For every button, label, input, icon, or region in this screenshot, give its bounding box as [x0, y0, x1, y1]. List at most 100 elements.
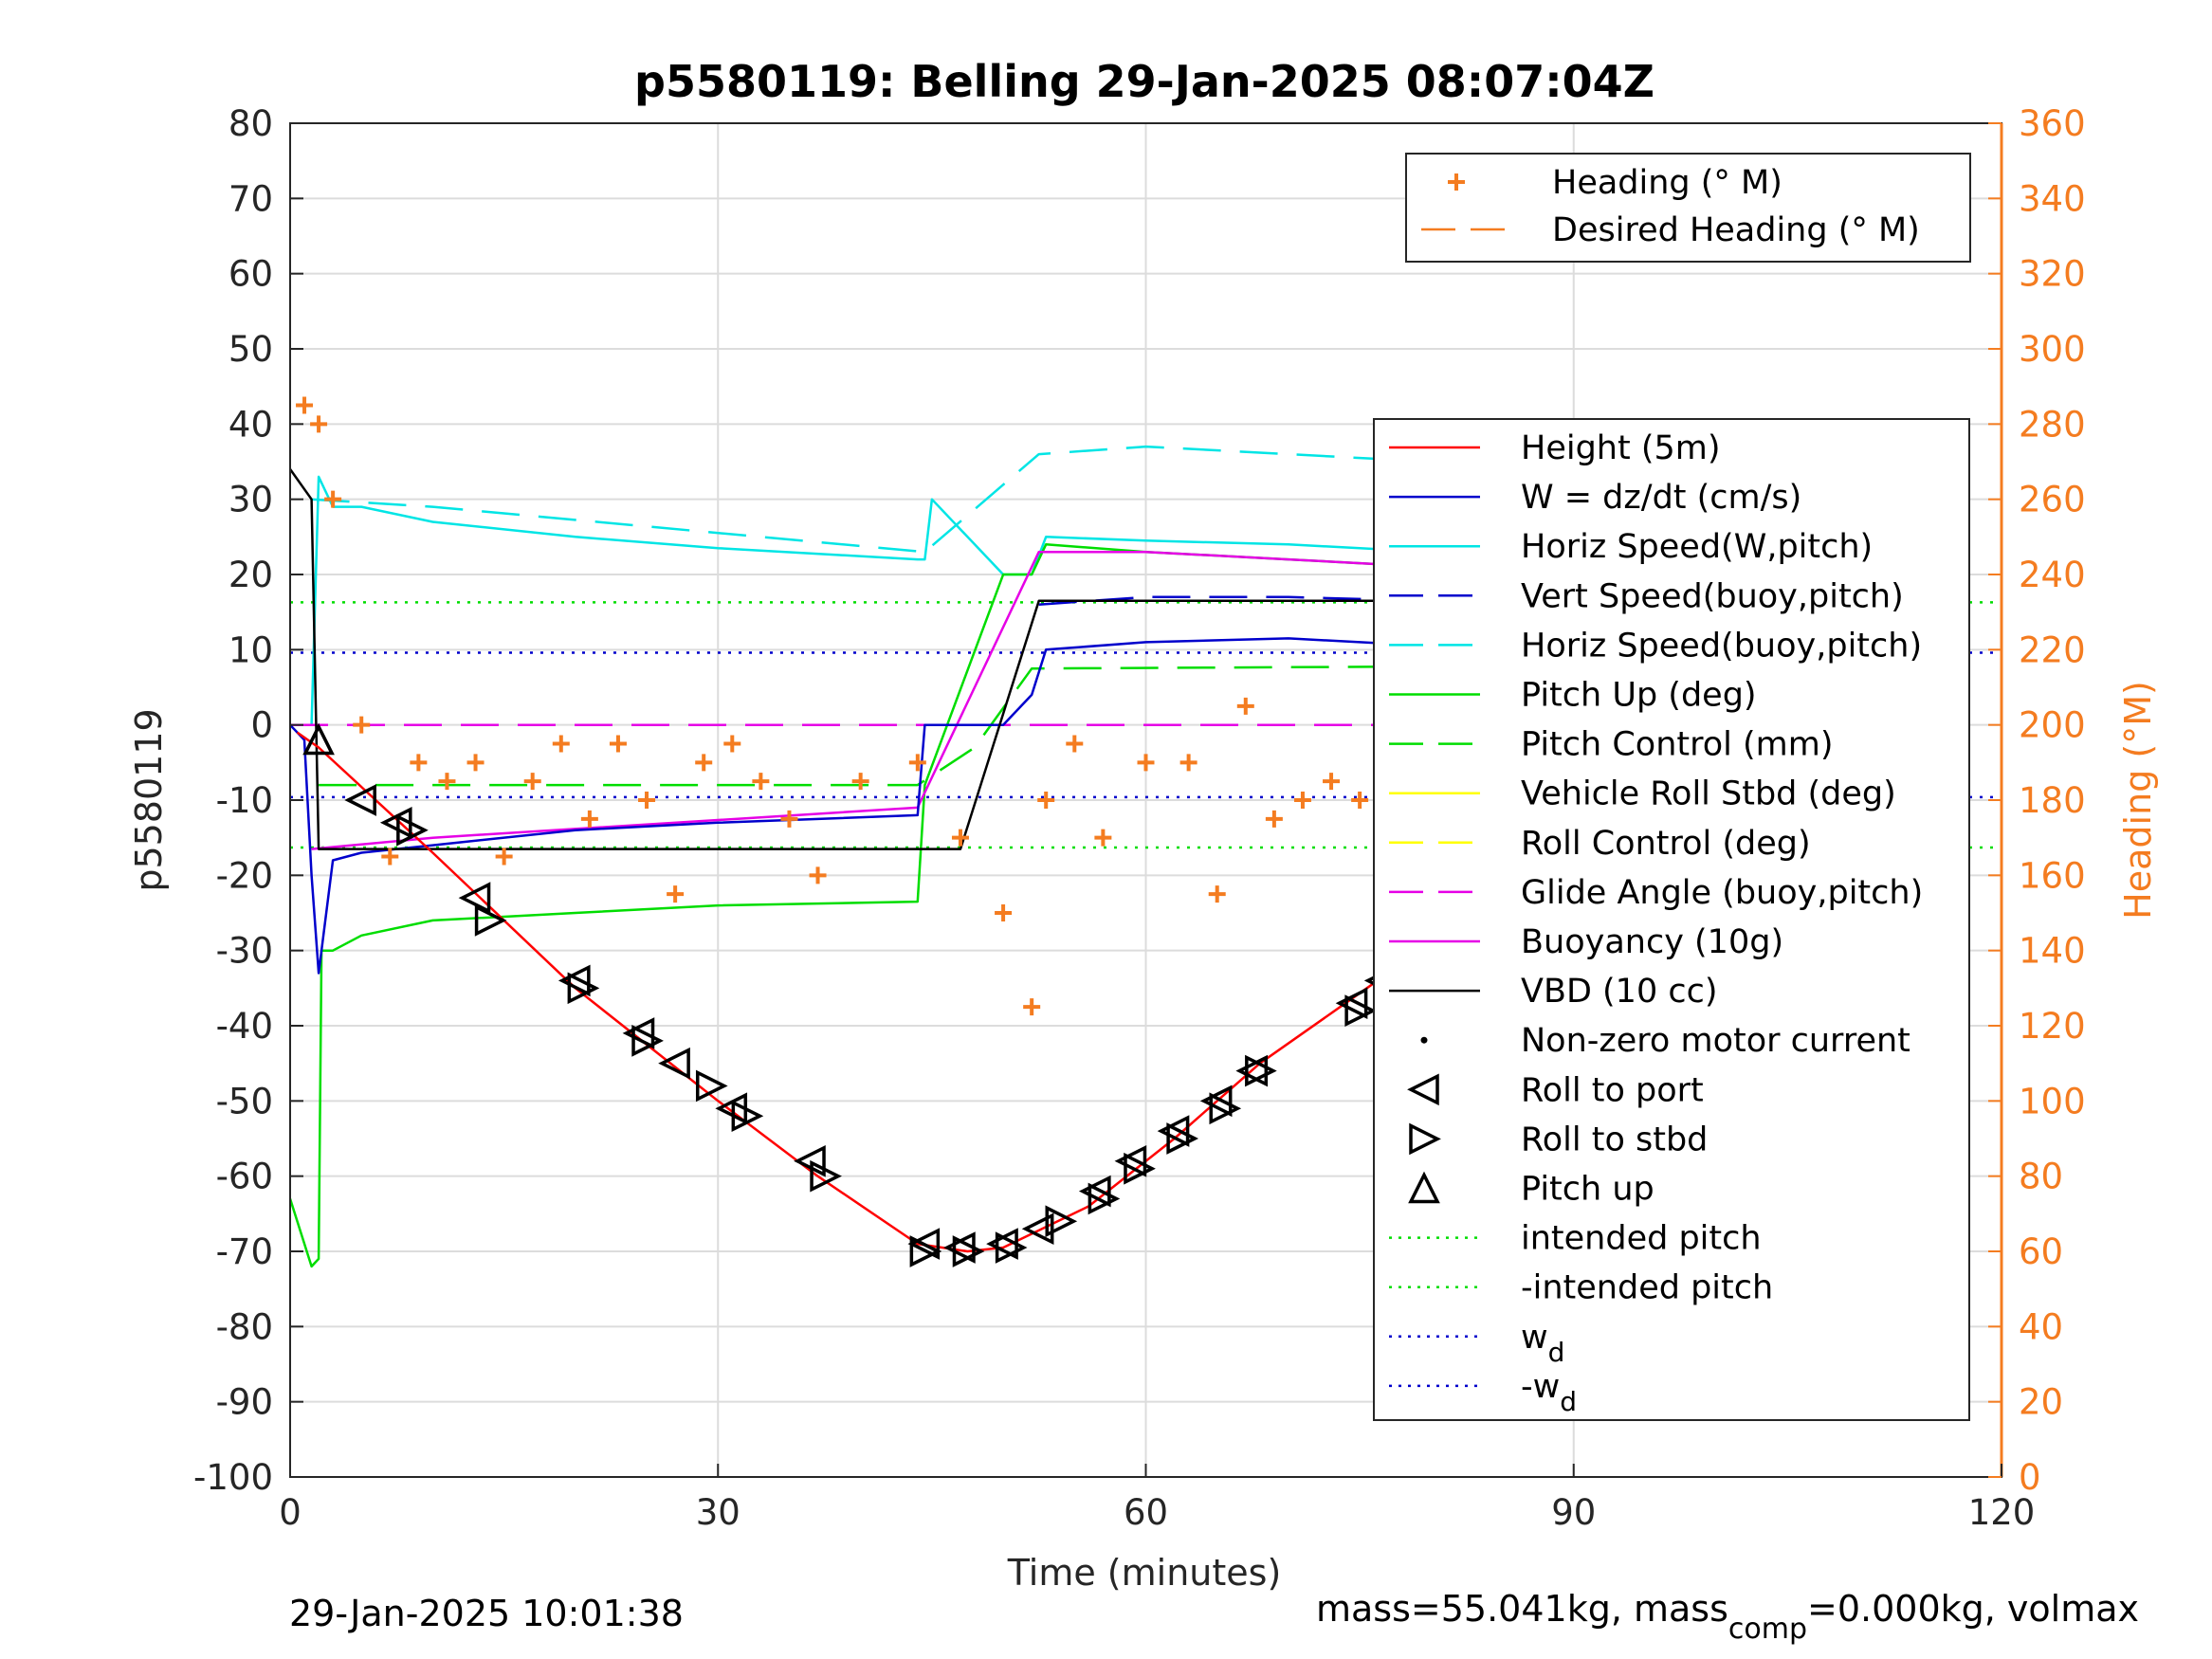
y-tick-label: -60	[216, 1157, 273, 1197]
legend-entry: wd	[1389, 1319, 1564, 1368]
legend-swatch	[1407, 1073, 1439, 1106]
legend-entry: Heading (° M)	[1448, 164, 1782, 202]
roll-to-port-marker	[344, 784, 376, 816]
y-tick-label: -70	[216, 1231, 273, 1272]
heading-point	[809, 866, 827, 884]
y2-tick-label: 320	[2019, 254, 2086, 295]
legend-entry: W = dz/dt (cm/s)	[1389, 479, 1801, 517]
heading-point	[851, 773, 869, 791]
y-tick-label: 0	[250, 705, 273, 746]
roll-to-stbd-marker	[1088, 1182, 1121, 1215]
roll-to-stbd-marker	[995, 1231, 1028, 1264]
heading-point	[780, 810, 798, 828]
y-tick-label: 40	[229, 404, 273, 445]
y-tick-label: 70	[229, 178, 273, 219]
x-tick-label: 120	[1968, 1492, 2036, 1533]
legend-box	[1373, 418, 1970, 1421]
legend-label: Roll to stbd	[1521, 1121, 1708, 1158]
legend-entry: Pitch up	[1408, 1171, 1654, 1209]
y-tick-label: 10	[229, 629, 273, 670]
roll-to-stbd-marker	[567, 972, 600, 1005]
heading-point	[580, 810, 598, 828]
roll-to-port-marker	[1335, 987, 1368, 1020]
legend-entry: Pitch Control (mm)	[1389, 726, 1833, 764]
roll-to-stbd-marker	[396, 813, 429, 847]
y-tick-label: -80	[216, 1306, 273, 1347]
y-tick-label: -40	[216, 1006, 273, 1047]
y2-tick-label: 120	[2019, 1006, 2086, 1047]
heading-point	[1094, 829, 1112, 847]
roll-to-port-marker	[1199, 1085, 1233, 1118]
legend-label: Roll Control (deg)	[1521, 825, 1811, 863]
roll-to-port-marker	[1114, 1144, 1147, 1177]
y2-tick-label: 160	[2019, 855, 2086, 896]
legend-entry: Pitch Up (deg)	[1389, 677, 1757, 715]
roll-to-stbd-marker	[695, 1069, 728, 1103]
legend-swatch	[1420, 1036, 1428, 1044]
heading-point	[523, 773, 541, 791]
roll-to-port-marker	[1021, 1212, 1054, 1246]
y-tick-label: 30	[229, 480, 273, 520]
roll-to-stbd-marker	[1124, 1152, 1156, 1185]
legend-label: Buoyancy (10g)	[1521, 923, 1783, 961]
legend-entry: Roll to port	[1407, 1071, 1704, 1109]
heading-point	[638, 792, 656, 809]
y-tick-label: -10	[216, 780, 273, 821]
y2-tick-label: 80	[2019, 1157, 2063, 1197]
roll-to-stbd-marker	[1245, 1054, 1277, 1087]
pitch-up-marker	[302, 722, 335, 756]
legend-entry: VBD (10 cc)	[1389, 973, 1718, 1011]
x-axis-label: Time (minutes)	[1007, 1552, 1282, 1594]
y2-tick-label: 240	[2019, 555, 2086, 595]
y-tick-label: -90	[216, 1382, 273, 1423]
legend-label: Horiz Speed(buoy,pitch)	[1521, 627, 1922, 665]
heading-point	[410, 754, 428, 772]
roll-to-stbd-marker	[952, 1235, 985, 1267]
roll-to-stbd-marker	[1344, 994, 1378, 1027]
legend-label: wd	[1521, 1319, 1564, 1368]
legend-label: -intended pitch	[1521, 1269, 1773, 1307]
roll-to-port-marker	[1078, 1175, 1111, 1208]
legend-label: Heading (° M)	[1552, 164, 1782, 202]
heading-point	[1179, 754, 1197, 772]
roll-to-stbd-marker	[631, 1025, 664, 1057]
y2-tick-label: 220	[2019, 629, 2086, 670]
roll-to-stbd-marker	[1209, 1092, 1242, 1125]
legend-box	[1405, 153, 1971, 263]
y2-tick-label: 360	[2019, 103, 2086, 144]
y-tick-label: -100	[193, 1457, 273, 1498]
y2-tick-label: 280	[2019, 404, 2086, 445]
legend-label: Vert Speed(buoy,pitch)	[1521, 577, 1904, 615]
heading-point	[908, 754, 926, 772]
legend-entry: Horiz Speed(buoy,pitch)	[1389, 627, 1922, 665]
legend-entry: intended pitch	[1389, 1220, 1762, 1258]
reference-lines	[290, 601, 2002, 849]
heading-point	[1137, 754, 1155, 772]
legend-entry: Height (5m)	[1389, 429, 1721, 467]
heading-point	[466, 754, 484, 772]
legend-label: Pitch Up (deg)	[1521, 677, 1757, 715]
x-tick-label: 30	[696, 1492, 740, 1533]
x-tick-label: 90	[1551, 1492, 1596, 1533]
legend-label: -wd	[1521, 1368, 1577, 1417]
legend-entry: Buoyancy (10g)	[1389, 923, 1783, 961]
heading-point	[695, 754, 713, 772]
heading-point	[1208, 885, 1226, 903]
legend-entry: Desired Heading (° M)	[1421, 211, 1920, 249]
y-tick-label: -50	[216, 1081, 273, 1121]
footer-mass: mass=55.041kg, masscomp=0.000kg, volmax	[1316, 1588, 2139, 1646]
roll-to-port-marker	[458, 882, 491, 914]
y2-tick-label: 140	[2019, 931, 2086, 972]
x-tick-label: 0	[279, 1492, 302, 1533]
y2-tick-label: 180	[2019, 780, 2086, 821]
legend-entry: Non-zero motor current	[1420, 1022, 1910, 1060]
legend-label: VBD (10 cc)	[1521, 973, 1718, 1011]
y2-tick-label: 40	[2019, 1306, 2063, 1347]
heading-point	[609, 735, 627, 753]
heading-point	[1265, 810, 1283, 828]
legend-entry: Horiz Speed(W,pitch)	[1389, 528, 1873, 566]
roll-to-port-marker	[658, 1047, 690, 1080]
footer-timestamp: 29-Jan-2025 10:01:38	[289, 1593, 684, 1634]
y2-tick-label: 340	[2019, 178, 2086, 219]
